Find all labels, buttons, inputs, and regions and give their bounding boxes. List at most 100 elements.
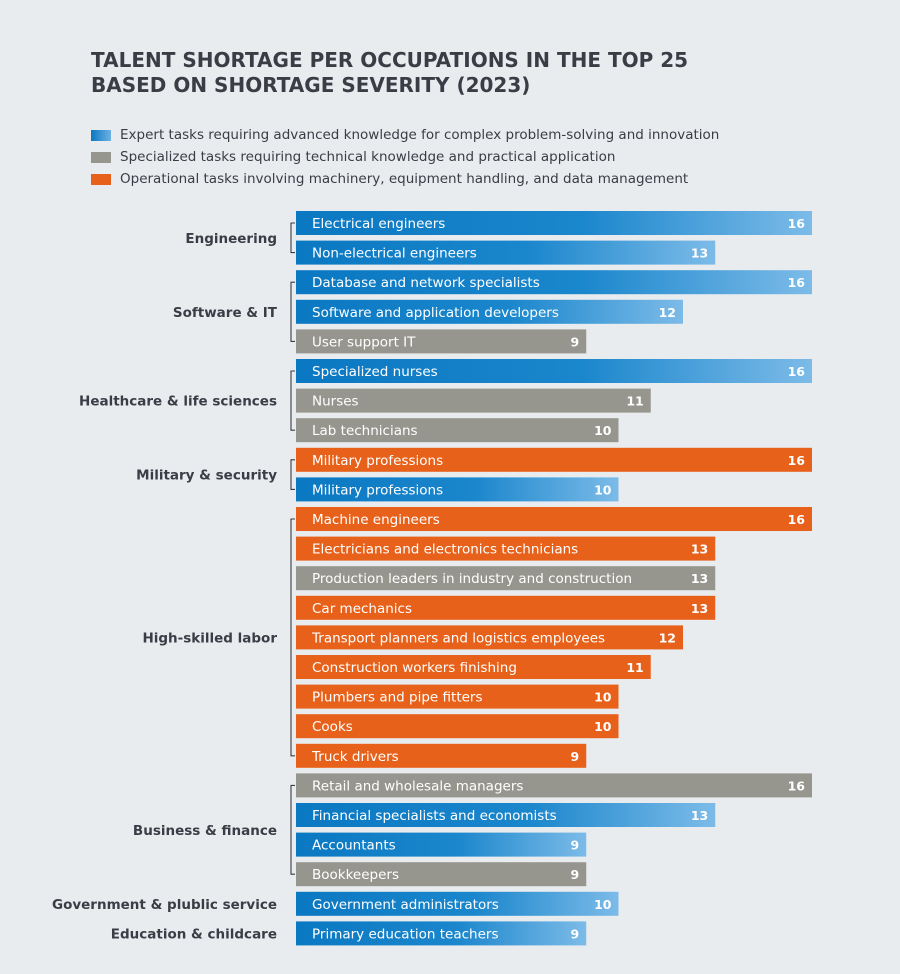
bar-nurses	[296, 388, 651, 413]
bar-value-label: 9	[571, 838, 580, 853]
chart-title: TALENT SHORTAGE PER OCCUPATIONS IN THE T…	[91, 48, 811, 98]
legend-swatch-operational	[91, 173, 111, 185]
bar-value-label: 12	[659, 630, 676, 645]
bar-machine-engineers	[296, 507, 812, 531]
bar-electricians-and-electronics-technicians	[296, 536, 716, 561]
bar-primary-education-teachers	[296, 921, 587, 946]
bar-value-label: 9	[571, 867, 580, 882]
bar-value-label: 9	[571, 926, 580, 941]
bar-plumbers-and-pipe-fitters	[296, 684, 619, 709]
group-bracket	[290, 281, 295, 342]
bar-value-label: 11	[626, 394, 643, 409]
bar-value-label: 16	[788, 275, 806, 290]
bar-military-professions	[296, 447, 812, 472]
bar-truck-drivers	[296, 743, 587, 768]
bar-label: Nurses	[312, 394, 359, 410]
bar-transport-planners-and-logistics-employees	[296, 625, 683, 650]
bar-military-professions	[296, 477, 619, 502]
bar-financial-specialists-and-economists	[296, 803, 716, 827]
bar-label: Military professions	[312, 453, 443, 469]
legend-label-operational: Operational tasks involving machinery, e…	[120, 171, 689, 187]
group-label-military-security: Military & security	[136, 468, 277, 484]
bar-label: Plumbers and pipe fitters	[312, 690, 483, 706]
chart-title-line-2: BASED ON SHORTAGE SEVERITY (2023)	[91, 73, 531, 97]
bar-value-label: 10	[594, 423, 612, 438]
legend-item-expert: Expert tasks requiring advanced knowledg…	[91, 124, 719, 146]
bar-label: Specialized nurses	[312, 364, 438, 380]
bar-cooks	[296, 714, 619, 739]
group-bracket	[290, 370, 295, 431]
bar-label: Machine engineers	[312, 512, 440, 528]
bar-software-and-application-developers	[296, 299, 683, 324]
bar-label: Non-electrical engineers	[312, 246, 477, 262]
legend-label-specialized: Specialized tasks requiring technical kn…	[120, 149, 616, 165]
group-bracket	[290, 222, 295, 254]
bar-value-label: 9	[571, 334, 580, 349]
bar-value-label: 10	[594, 482, 612, 497]
bar-non-electrical-engineers	[296, 240, 716, 265]
group-label-software-it: Software & IT	[173, 305, 278, 321]
bar-value-label: 16	[788, 778, 806, 793]
bar-label: Database and network specialists	[312, 275, 540, 291]
bar-value-label: 13	[691, 808, 708, 823]
legend-item-operational: Operational tasks involving machinery, e…	[91, 168, 719, 190]
legend-swatch-expert	[91, 129, 111, 141]
bar-value-label: 13	[691, 571, 708, 586]
bar-label: Retail and wholesale managers	[312, 778, 523, 794]
bar-value-label: 10	[594, 690, 612, 705]
bar-label: Transport planners and logistics employe…	[311, 630, 605, 646]
bar-label: Construction workers finishing	[312, 660, 517, 676]
bar-production-leaders-in-industry-and-construction	[296, 566, 716, 591]
bar-value-label: 11	[626, 660, 643, 675]
bar-value-label: 16	[788, 216, 806, 231]
bar-label: Cooks	[312, 719, 353, 735]
bar-value-label: 13	[691, 601, 708, 616]
bar-lab-technicians	[296, 418, 619, 443]
group-label-healthcare-life-sciences: Healthcare & life sciences	[79, 394, 277, 410]
bars-layer: Electrical engineers 16 Non-electrical eng…	[52, 211, 812, 946]
group-bracket	[290, 459, 295, 490]
bar-label: Accountants	[312, 838, 396, 854]
bar-value-label: 16	[788, 512, 806, 527]
bar-label: Software and application developers	[312, 305, 559, 321]
bar-car-mechanics	[296, 595, 716, 620]
bar-retail-and-wholesale-managers	[296, 773, 812, 798]
bar-label: Electricians and electronics technicians	[312, 542, 578, 558]
bar-label: Military professions	[312, 482, 443, 498]
bar-label: Government administrators	[312, 897, 499, 913]
chart-title-line-1: TALENT SHORTAGE PER OCCUPATIONS IN THE T…	[91, 48, 689, 72]
bar-label: Production leaders in industry and const…	[312, 571, 632, 587]
bar-value-label: 13	[691, 542, 708, 557]
bar-value-label: 16	[788, 364, 806, 379]
group-bracket	[290, 784, 295, 875]
bar-electrical-engineers	[296, 211, 812, 235]
legend-item-specialized: Specialized tasks requiring technical kn…	[91, 146, 719, 168]
bar-value-label: 13	[691, 246, 708, 261]
group-bracket	[290, 518, 295, 757]
bar-government-administrators	[296, 891, 619, 916]
legend: Expert tasks requiring advanced knowledg…	[91, 124, 719, 190]
bar-accountants	[296, 832, 587, 857]
bar-label: Truck drivers	[311, 749, 399, 765]
bar-value-label: 12	[659, 305, 676, 320]
bar-database-and-network-specialists	[296, 270, 812, 295]
bar-construction-workers-finishing	[296, 655, 651, 679]
bar-value-label: 9	[571, 749, 580, 764]
bar-label: Lab technicians	[312, 423, 418, 439]
legend-swatch-specialized	[91, 151, 111, 163]
bar-specialized-nurses	[296, 359, 812, 383]
bar-label: Primary education teachers	[312, 926, 498, 942]
group-label-government-plublic-service: Government & plublic service	[52, 897, 277, 913]
bar-label: Financial specialists and economists	[312, 808, 557, 824]
bar-label: User support IT	[312, 334, 416, 350]
bar-value-label: 10	[594, 719, 612, 734]
bar-label: Car mechanics	[312, 601, 412, 617]
group-label-engineering: Engineering	[185, 231, 277, 247]
group-label-high-skilled-labor: High-skilled labor	[142, 630, 277, 646]
group-label-business-finance: Business & finance	[133, 823, 277, 839]
group-label-education-childcare: Education & childcare	[111, 926, 277, 942]
bar-bookkeepers	[296, 862, 587, 887]
bar-user-support-it	[296, 329, 587, 354]
bar-label: Electrical engineers	[312, 216, 445, 232]
